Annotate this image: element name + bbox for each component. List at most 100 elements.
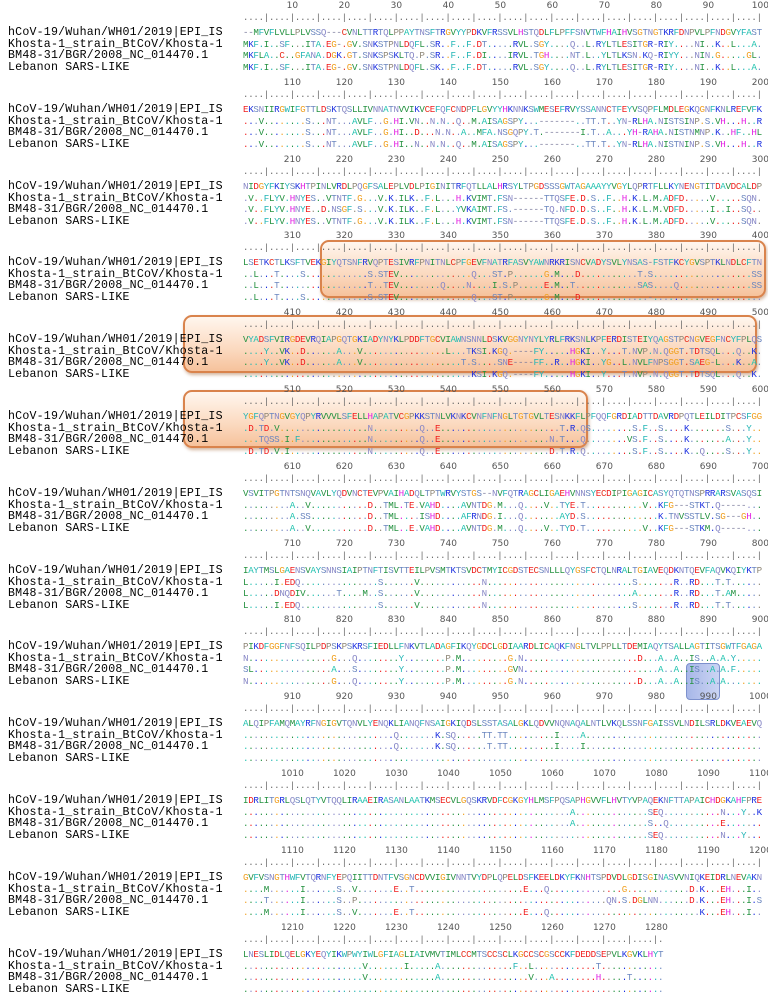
sequence-residues: .D.TD.V.I...............N.........Q..E..… — [243, 445, 763, 457]
ruler-label: 50 — [494, 1, 507, 11]
sequence-residues: .........A.SS...........D..TML....ISHD..… — [243, 511, 763, 522]
ruler-label: 960 — [543, 692, 561, 702]
highlight-region-rbd-part2 — [183, 315, 757, 373]
sequence-residues: L.....I.EDQ...............S......V......… — [243, 599, 763, 611]
ruler-label: 1040 — [436, 769, 460, 779]
sequence-residues: IDRLITGRLQSLQTYVTQQLIRAAEIRASANLAATKMSEC… — [243, 795, 763, 806]
ruler-label: 370 — [595, 231, 613, 241]
ruler-label: 710 — [283, 539, 301, 549]
ruler-label: 530 — [387, 385, 405, 395]
sequence-name: hCoV-19/Wuhan/WH01/2019|EPI_IS — [8, 410, 223, 423]
sequence-residues: .......................V.............A..… — [243, 972, 664, 983]
ruler-label: 410 — [283, 308, 301, 318]
sequence-name: hCoV-19/Wuhan/WH01/2019|EPI_IS — [8, 103, 223, 116]
sequence-name: Lebanon SARS-LIKE — [8, 367, 130, 381]
ruler-label: 650 — [491, 462, 509, 472]
ruler-label: 1070 — [592, 769, 616, 779]
sequence-residues: LSETKCTLKSFTVEKGIYQTSNFRVQPTESIVRFPNITNL… — [243, 257, 763, 268]
sequence-name: hCoV-19/Wuhan/WH01/2019|EPI_IS — [8, 640, 223, 653]
ruler-label: 550 — [491, 385, 509, 395]
ruler-label: 940 — [439, 692, 457, 702]
sequence-name: Khosta-1_strain_BtCoV/Khosta-1 — [8, 882, 223, 896]
ruler-label: 170 — [595, 78, 613, 88]
ruler-label: 290 — [699, 155, 717, 165]
sequence-residues: N................G...Q........Y........P… — [243, 652, 763, 664]
ruler-label: 840 — [439, 615, 457, 625]
sequence-name: BM48-31/BGR/2008_NC_014470.1 — [8, 203, 209, 216]
ruler-label: 1010 — [280, 769, 304, 779]
sequence-residues: .V..FLYV.HNYES..VTNTF.G...V.K.ILK..F.L..… — [243, 192, 763, 204]
sequence-residues: IAYTMSLGAENSVAYSNNSIAIPTNFTISVTTEILPVSMT… — [243, 565, 763, 576]
sequence-residues: MKF.I..SF...ITA.EG-.GV.SNKSTPNLDQFL.SK..… — [243, 61, 763, 73]
ruler-label: 400 — [751, 231, 768, 241]
ruler-label: 920 — [335, 692, 353, 702]
sequence-name: Lebanon SARS-LIKE — [8, 751, 130, 765]
sequence-residues: .............................Q.......K.S… — [243, 729, 763, 741]
ruler-label: 250 — [491, 155, 509, 165]
sequence-residues: MKF.I..SF...ITA.EG-.GV.SNKSTPNLDQFL.SR..… — [243, 38, 763, 50]
ruler-label: 1060 — [540, 769, 564, 779]
ruler-label: 70 — [598, 1, 611, 11]
ruler-label: 140 — [439, 78, 457, 88]
ruler-label: 1170 — [592, 846, 616, 856]
sequence-residues: ...TQSS.I.F.............N.........Q..E..… — [243, 434, 763, 445]
sequence-residues: .D.TD.V.................N.........Q..E..… — [243, 422, 763, 434]
ruler-label: 1140 — [436, 846, 460, 856]
ruler-label: 600 — [751, 385, 768, 395]
ruler-label: 830 — [387, 615, 405, 625]
sequence-residues: GVFVSNGTHWFVTQRNFYEPQIITTDNTFVSGNCDVVIGI… — [243, 872, 763, 883]
sequence-name: Khosta-1_strain_BtCoV/Khosta-1 — [8, 344, 223, 358]
ruler-label: 470 — [595, 308, 613, 318]
sequence-residues: ..L...T....S............S.STEV..........… — [243, 291, 763, 303]
ruler-label: 360 — [543, 231, 561, 241]
ruler-label: 350 — [491, 231, 509, 241]
sequence-residues: ........................................… — [243, 829, 763, 841]
alignment-block: 1010 1020 1030 1040 1050 1060 1070 1080 1090 1100… — [0, 768, 768, 844]
sequence-name: Lebanon SARS-LIKE — [8, 521, 130, 535]
sequence-residues: ..L...T.................T..TEV........Q.… — [243, 280, 763, 291]
alignment-block: 210 220 230 240 250 260 270 280 290 300 ....|....|… — [0, 154, 768, 230]
sequence-name: BM48-31/BGR/2008_NC_014470.1 — [8, 817, 209, 830]
sequence-residues: ........................................… — [243, 368, 763, 380]
ruler-label: 460 — [543, 308, 561, 318]
ruler-label: 1130 — [384, 846, 408, 856]
ruler-label: 60 — [546, 1, 559, 11]
ruler-label: 520 — [335, 385, 353, 395]
ruler-label: 30 — [390, 1, 403, 11]
ruler-label: 930 — [387, 692, 405, 702]
ruler-label: 270 — [595, 155, 613, 165]
sequence-residues: .........A..V...........D..TML.TE.VAHD..… — [243, 499, 763, 511]
sequence-residues: --MFVFLVLLPLVSSQ---CVNLTTRTQLPPAYTNSFTRG… — [243, 27, 763, 38]
sequence-name: BM48-31/BGR/2008_NC_014470.1 — [8, 587, 209, 600]
sequence-residues: VSVITPGTNTSNQVAVLYQDVNCTEVPVAIHADQLTPTWR… — [243, 488, 763, 499]
ruler-label: 750 — [491, 539, 509, 549]
ruler-label: 1280 — [644, 923, 668, 933]
sequence-name: Khosta-1_strain_BtCoV/Khosta-1 — [8, 191, 223, 205]
ruler-label: 870 — [595, 615, 613, 625]
ruler-label: 340 — [439, 231, 457, 241]
ruler-label: 1100 — [748, 769, 768, 779]
ruler-label: 640 — [439, 462, 457, 472]
ruler-label: 690 — [699, 462, 717, 472]
ruler-label: 880 — [647, 615, 665, 625]
ruler-label: 1030 — [384, 769, 408, 779]
ruler-label: 380 — [647, 231, 665, 241]
ruler-label: 490 — [699, 308, 717, 318]
sequence-name: Lebanon SARS-LIKE — [8, 982, 130, 996]
sequence-name: hCoV-19/Wuhan/WH01/2019|EPI_IS — [8, 180, 223, 193]
ruler-label: 720 — [335, 539, 353, 549]
alignment-block: 610 620 630 640 650 660 670 680 690 700 ....|....|… — [0, 461, 768, 537]
ruler-label: 420 — [335, 308, 353, 318]
sequence-residues: L.....I.EDQ...............S......V......… — [243, 576, 763, 588]
ruler-label: 910 — [283, 692, 301, 702]
ruler-label: 860 — [543, 615, 561, 625]
sequence-residues: YGFQPTNGVGYQPYRVVVLSFELLHAPATVCGPKKSTNLV… — [243, 411, 763, 422]
sequence-name: Khosta-1_strain_BtCoV/Khosta-1 — [8, 805, 223, 819]
ruler-label: 590 — [699, 385, 717, 395]
position-ruler: ....|....|....|....|....|....|....|....|… — [243, 474, 762, 484]
sequence-name: Khosta-1_strain_BtCoV/Khosta-1 — [8, 651, 223, 665]
ruler-label: 80 — [650, 1, 663, 11]
sequence-name: BM48-31/BGR/2008_NC_014470.1 — [8, 740, 209, 753]
ruler-label: 430 — [387, 308, 405, 318]
ruler-label: 1020 — [332, 769, 356, 779]
